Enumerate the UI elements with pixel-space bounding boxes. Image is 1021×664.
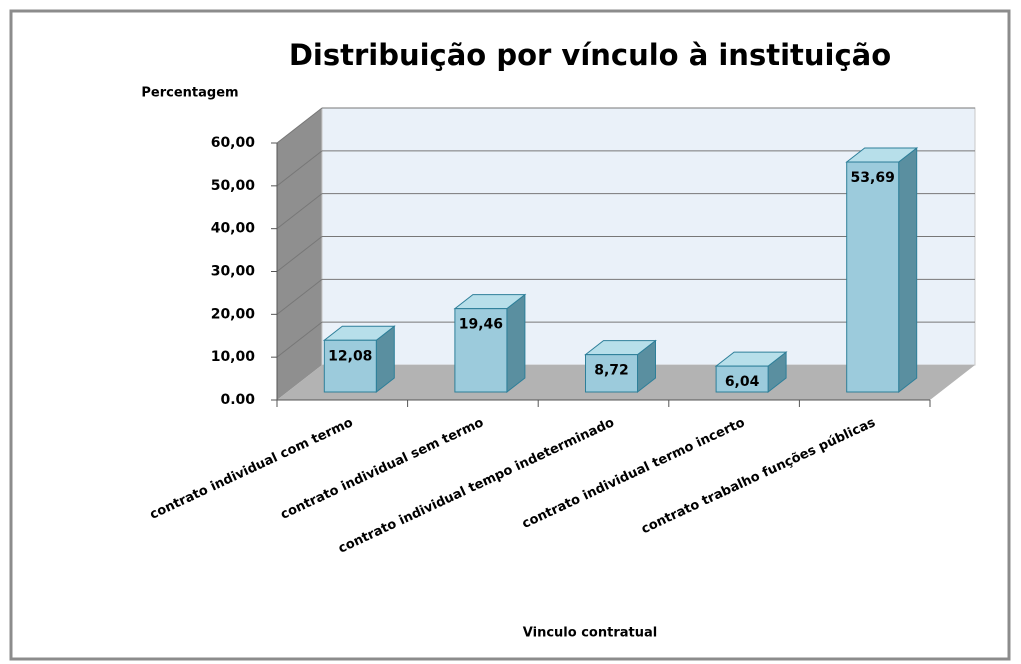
grid-line-side: [276, 150, 323, 187]
bar-side: [506, 293, 526, 394]
x-axis-title: Vinculo contratual: [523, 626, 657, 641]
y-tick-label: 40,00: [211, 221, 256, 237]
bar: [585, 354, 638, 393]
grid-line-side: [276, 278, 323, 315]
grid-line-side: [276, 236, 323, 272]
bar: [323, 339, 377, 393]
y-tick-label: 60,00: [211, 135, 256, 151]
data-label: 8,72: [594, 363, 629, 379]
bar: [454, 308, 508, 393]
y-tick-label: 0.00: [220, 392, 255, 408]
y-axis-title: Percentagem: [141, 86, 238, 101]
bar: [846, 161, 900, 393]
y-tick-label: 30,00: [211, 264, 256, 280]
grid-line-side: [276, 107, 323, 144]
y-tick-label: 10,00: [211, 349, 256, 365]
y-tick-label: 20,00: [211, 306, 256, 322]
data-label: 12,08: [328, 348, 372, 364]
grid-line-side: [276, 321, 323, 358]
bar: [715, 365, 769, 393]
chart-title: Distribuição por vínculo à instituição: [289, 38, 891, 72]
y-tick-label: 50,00: [211, 178, 256, 194]
grid-line-side: [276, 193, 323, 230]
data-label: 19,46: [459, 317, 503, 333]
data-label: 53,69: [851, 170, 895, 186]
data-label: 6,04: [725, 374, 760, 390]
bar-side: [898, 147, 918, 394]
